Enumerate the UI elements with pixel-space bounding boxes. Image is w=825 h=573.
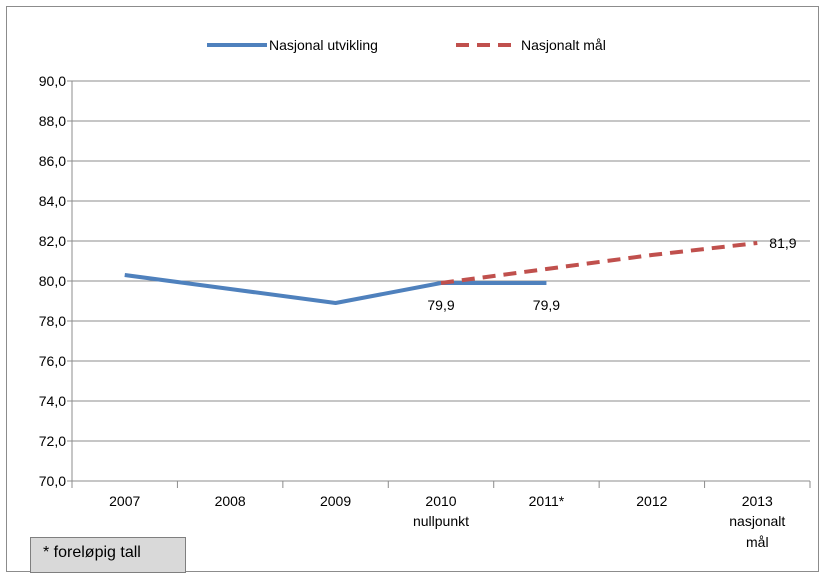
x-tick-label: 2013 <box>742 493 773 509</box>
legend-label: Nasjonalt mål <box>521 37 606 53</box>
series-lines <box>124 241 758 305</box>
x-tick-sublabel: mål <box>746 534 769 550</box>
legend-label: Nasjonal utvikling <box>269 37 378 53</box>
legend: Nasjonal utvikling Nasjonalt mål <box>207 37 606 53</box>
y-tick-label: 82,0 <box>39 233 66 249</box>
x-axis: 2007 2008 2009 2010 nullpunkt 2011* 2012 2013 na… <box>71 481 811 550</box>
x-tick-label: 2010 <box>425 493 456 509</box>
x-tick-sublabel: nasjonalt <box>729 513 785 529</box>
data-labels: 79,9 79,9 81,9 <box>427 235 796 313</box>
y-tick-label: 88,0 <box>39 113 66 129</box>
y-tick-label: 76,0 <box>39 353 66 369</box>
x-tick-label: 2012 <box>636 493 667 509</box>
x-tick-sublabel: nullpunkt <box>413 513 469 529</box>
data-label: 79,9 <box>427 297 454 313</box>
series-line <box>440 241 758 285</box>
y-tick-label: 90,0 <box>39 73 66 89</box>
x-tick-label: 2007 <box>109 493 140 509</box>
data-label: 81,9 <box>769 235 796 251</box>
gridlines <box>67 80 810 486</box>
y-tick-label: 70,0 <box>39 473 66 489</box>
y-tick-label: 74,0 <box>39 393 66 409</box>
x-tick-label: 2011* <box>529 493 565 509</box>
y-tick-label: 86,0 <box>39 153 66 169</box>
data-label: 79,9 <box>533 297 560 313</box>
x-tick-label: 2009 <box>320 493 351 509</box>
y-tick-label: 80,0 <box>39 273 66 289</box>
y-axis-ticks: 70,0 72,0 74,0 76,0 78,0 80,0 82,0 84,0 86,0 88,0… <box>39 73 66 489</box>
y-tick-label: 78,0 <box>39 313 66 329</box>
x-tick-label: 2008 <box>215 493 246 509</box>
y-tick-label: 72,0 <box>39 433 66 449</box>
footnote: * foreløpig tall <box>30 537 186 573</box>
y-tick-label: 84,0 <box>39 193 66 209</box>
series-line <box>124 273 547 305</box>
